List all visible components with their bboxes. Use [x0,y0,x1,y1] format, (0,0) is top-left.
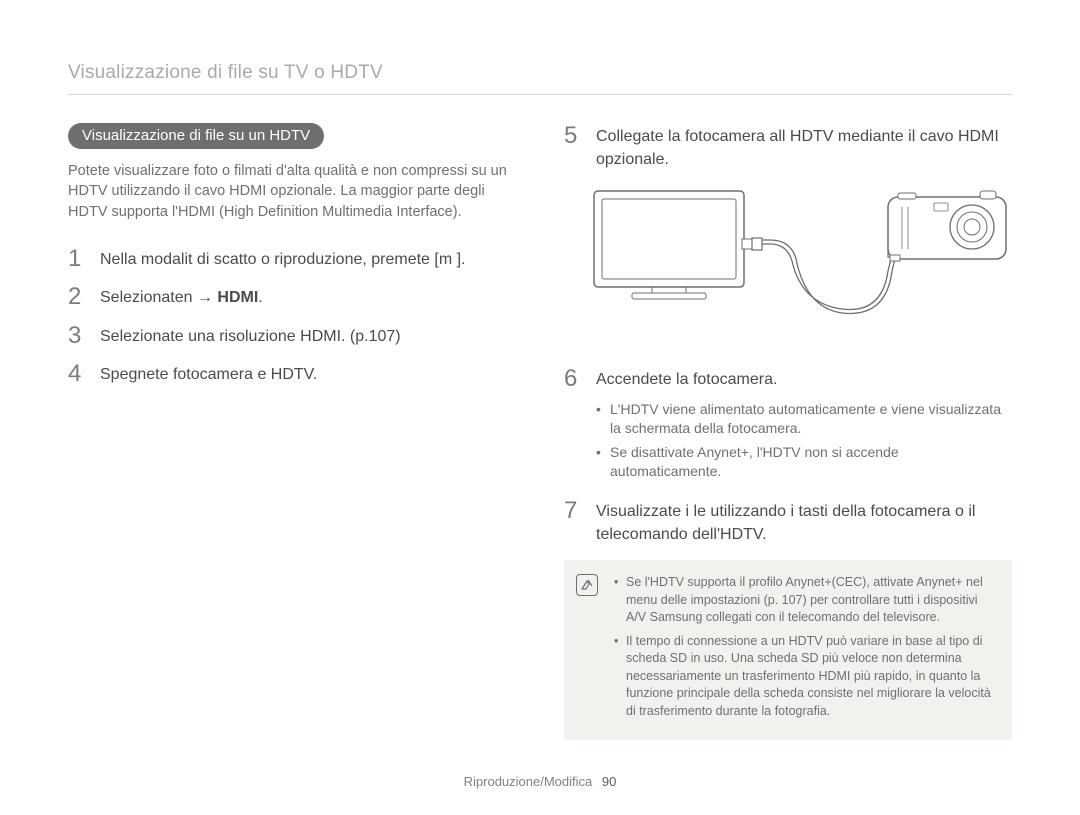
section-pill: Visualizzazione di file su un HDTV [68,123,324,149]
step-number: 4 [68,361,88,387]
step-text: Collegate la fotocamera all HDTV mediant… [596,123,1012,171]
step-number: 3 [68,323,88,349]
sub-bullet: L'HDTV viene alimentato automaticamente … [596,400,1012,439]
step-text: Selezionate una risoluzione HDMI. (p.107… [100,323,401,348]
footer-section-label: Riproduzione/Modiﬁca [464,774,593,789]
step-5: 5 Collegate la fotocamera all HDTV media… [564,123,1012,171]
right-column: 5 Collegate la fotocamera all HDTV media… [564,123,1012,740]
step-text: Spegnete fotocamera e HDTV. [100,361,317,386]
step-number: 2 [68,284,88,310]
step-4: 4 Spegnete fotocamera e HDTV. [68,361,516,387]
left-column: Visualizzazione di file su un HDTV Potet… [68,123,516,740]
step-6: 6 Accendete la fotocamera. L'HDTV viene … [564,366,1012,486]
step-1: 1 Nella modalit di scatto o riproduzione… [68,246,516,272]
note-item: Se l'HDTV supporta il proﬁlo Anynet+(CEC… [614,574,996,627]
note-item: Il tempo di connessione a un HDTV può va… [614,633,996,721]
connection-illustration [592,189,1012,344]
step-text: Accendete la fotocamera. L'HDTV viene al… [596,366,1012,486]
step-7: 7 Visualizzate i le utilizzando i tasti … [564,498,1012,546]
step-number: 5 [564,123,584,149]
step-text: Nella modalit di scatto o riproduzione, … [100,246,466,271]
step-text-bold: HDMI [217,289,258,306]
step-text: Selezionaten → HDMI. [100,284,263,309]
note-box: Se l'HDTV supporta il proﬁlo Anynet+(CEC… [564,560,1012,740]
page-header: Visualizzazione di file su TV o HDTV [68,62,1012,95]
steps-left: 1 Nella modalit di scatto o riproduzione… [68,246,516,388]
steps-right: 5 Collegate la fotocamera all HDTV media… [564,123,1012,171]
step-number: 7 [564,498,584,524]
step-text-pre: Selezionaten → [100,289,217,306]
step-number: 1 [68,246,88,272]
footer-page-number: 90 [602,774,616,789]
intro-paragraph: Potete visualizzare foto o ﬁlmati d'alta… [68,161,516,222]
step-3: 3 Selezionate una risoluzione HDMI. (p.1… [68,323,516,349]
step-6-main: Accendete la fotocamera. [596,371,777,388]
steps-right-cont: 6 Accendete la fotocamera. L'HDTV viene … [564,366,1012,546]
page-footer: Riproduzione/Modiﬁca 90 [0,774,1080,789]
note-list: Se l'HDTV supporta il proﬁlo Anynet+(CEC… [614,574,996,720]
step-6-subbullets: L'HDTV viene alimentato automaticamente … [596,400,1012,482]
step-number: 6 [564,366,584,392]
note-icon [576,574,598,596]
content-columns: Visualizzazione di file su un HDTV Potet… [68,123,1012,740]
sub-bullet: Se disattivate Anynet+, l'HDTV non si ac… [596,443,1012,482]
step-text-post: . [258,289,262,306]
step-text: Visualizzate i le utilizzando i tasti de… [596,498,1012,546]
step-2: 2 Selezionaten → HDMI. [68,284,516,310]
